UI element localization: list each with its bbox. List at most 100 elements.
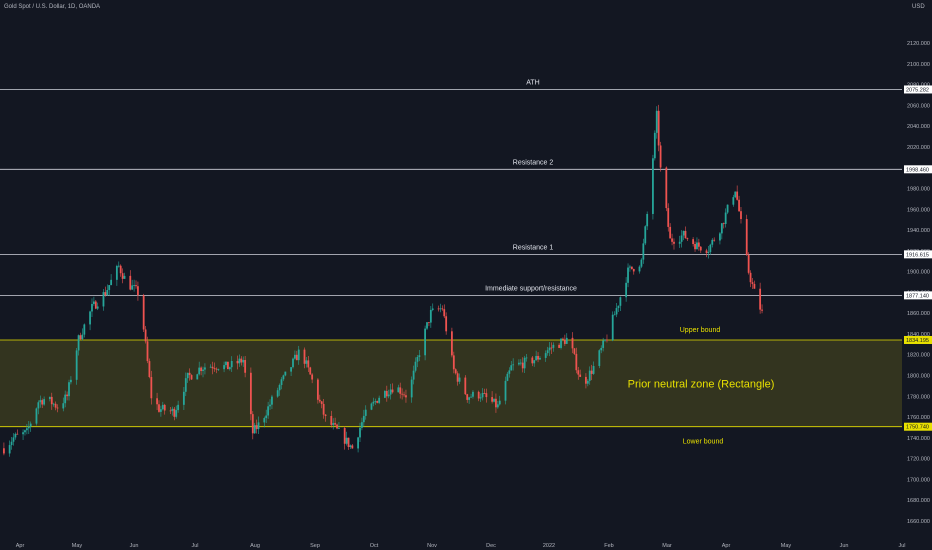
candle-body — [115, 265, 118, 280]
candle-body — [535, 355, 538, 361]
candle-body — [198, 367, 201, 375]
candle-body — [92, 301, 95, 304]
candle-body — [722, 223, 725, 225]
candle-body — [753, 283, 756, 289]
candle-body — [12, 437, 15, 442]
candle-body — [318, 399, 321, 402]
candle-body — [697, 242, 700, 247]
candle-body — [48, 396, 51, 400]
candle-body — [345, 437, 348, 444]
candle-body — [749, 272, 752, 283]
candle-body — [27, 426, 30, 429]
candle-body — [397, 387, 400, 393]
candle-body — [324, 414, 327, 416]
candle-body — [445, 316, 448, 332]
candle-body — [249, 372, 252, 415]
y-tick-label: 1820.000 — [907, 353, 930, 359]
candle-body — [372, 401, 375, 404]
lower-price-tag-bg — [904, 422, 932, 431]
price-tag-value: 1916.615 — [906, 252, 929, 258]
price-tag-bg — [904, 165, 932, 174]
candle-body — [295, 354, 298, 361]
candle-body — [655, 110, 658, 133]
candle-body — [431, 308, 434, 310]
candle-body — [615, 308, 618, 315]
candle-body — [200, 367, 203, 372]
y-tick-label: 2040.000 — [907, 124, 930, 130]
candle-body — [349, 445, 352, 447]
y-tick-label: 1900.000 — [907, 270, 930, 276]
candle-body — [625, 282, 628, 298]
candle-body — [619, 297, 622, 306]
candle-body — [464, 377, 467, 395]
candle-body — [378, 397, 381, 403]
candle-body — [133, 285, 135, 286]
candle-body — [665, 167, 668, 209]
candle-body — [362, 415, 365, 423]
candle-body — [562, 338, 564, 340]
candle-body — [726, 204, 729, 213]
candle-body — [253, 425, 256, 434]
candle-body — [724, 212, 727, 224]
level-label: Immediate support/resistance — [485, 285, 577, 292]
candle-body — [604, 339, 606, 341]
candle-body — [182, 391, 185, 405]
y-tick-label: 2120.000 — [907, 41, 930, 47]
candle-body — [405, 395, 407, 398]
x-tick-label: Aug — [250, 543, 260, 549]
x-tick-label: Nov — [427, 543, 437, 549]
candle-body — [602, 340, 605, 348]
candle-body — [472, 391, 474, 397]
candle-body — [740, 211, 742, 220]
upper-price-tag-value: 1834.195 — [906, 338, 929, 344]
candle-body — [50, 396, 53, 405]
candle-body — [364, 409, 367, 416]
candle-body — [104, 292, 107, 296]
candle-body — [70, 379, 72, 383]
candle-body — [186, 372, 189, 379]
candle-body — [24, 430, 26, 433]
candle-body — [160, 409, 162, 412]
x-tick-label: Oct — [370, 543, 379, 549]
candle-body — [403, 394, 405, 396]
y-tick-label: 1840.000 — [907, 332, 930, 338]
candle-body — [383, 390, 386, 398]
candle-body — [732, 197, 735, 205]
candle-body — [305, 360, 308, 364]
candle-body — [361, 422, 363, 428]
candle-body — [611, 314, 614, 341]
candle-body — [150, 376, 153, 399]
candle-body — [537, 355, 539, 360]
y-tick-label: 1740.000 — [907, 436, 930, 442]
y-tick-label: 1660.000 — [907, 519, 930, 525]
candle-body — [267, 406, 270, 416]
candle-body — [416, 356, 419, 362]
x-tick-label: Dec — [486, 543, 496, 549]
candle-body — [374, 401, 377, 402]
candle-body — [699, 246, 702, 251]
candle-body — [642, 243, 645, 260]
candle-body — [135, 285, 137, 287]
x-tick-label: Sep — [310, 543, 320, 549]
candle-body — [110, 279, 113, 286]
candle-body — [66, 394, 68, 397]
candle-body — [217, 369, 220, 370]
candle-body — [227, 361, 229, 370]
candle-body — [428, 322, 430, 324]
candle-body — [284, 371, 287, 376]
candle-body — [646, 213, 649, 227]
candle-body — [391, 389, 394, 393]
x-tick-label: Apr — [722, 543, 731, 549]
candle-body — [508, 370, 511, 374]
candle-body — [736, 191, 739, 200]
candle-body — [560, 338, 562, 348]
candle-body — [242, 359, 245, 363]
candle-body — [720, 223, 723, 234]
candle-body — [493, 398, 495, 402]
candle-body — [131, 285, 134, 290]
candle-body — [452, 355, 455, 370]
candle-body — [652, 158, 654, 214]
candle-body — [667, 208, 670, 227]
x-tick-label: Feb — [604, 543, 613, 549]
